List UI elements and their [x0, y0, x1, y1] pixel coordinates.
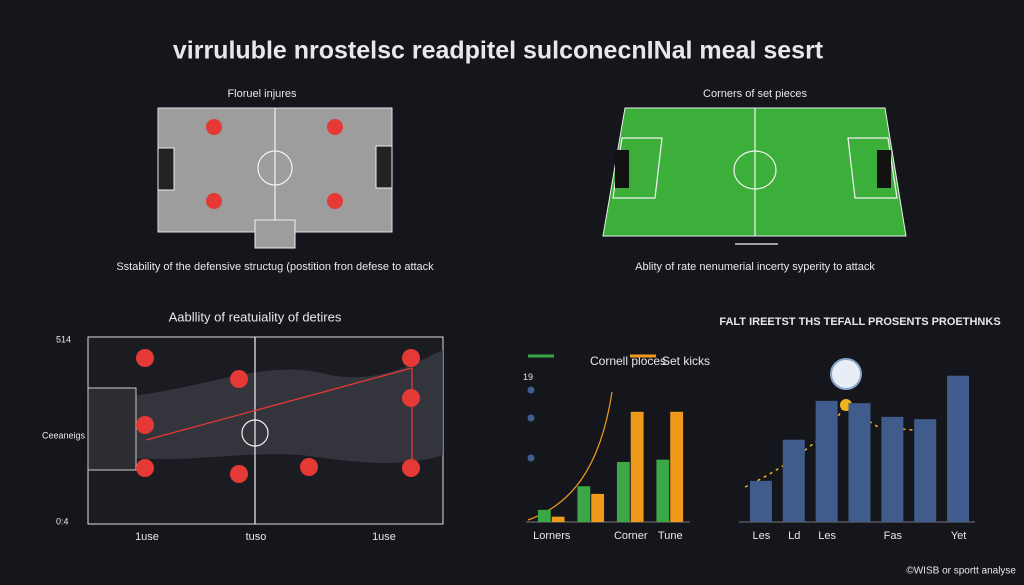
bar — [670, 411, 684, 522]
chart-title: FALT IREETST THS TEFALL PROSENTS PROETHN… — [719, 316, 1000, 328]
bar — [848, 403, 871, 522]
pitch-title: Floruel injures — [227, 88, 297, 100]
y-tick-label: 19 — [523, 372, 533, 382]
bar — [630, 411, 644, 522]
footer: ©WISB or sportt analyse — [906, 566, 1016, 577]
x-tick-label: Corner — [614, 530, 648, 542]
ball-icon — [830, 358, 862, 390]
pitch-title: Corners of set pieces — [703, 88, 807, 100]
bar — [577, 486, 591, 522]
bar — [947, 375, 970, 522]
bar — [656, 459, 670, 522]
x-label: 1use — [372, 531, 396, 543]
axis-dot — [527, 414, 535, 422]
bar — [591, 493, 605, 522]
x-tick-label: Ld — [788, 530, 800, 542]
pitch-right — [602, 107, 907, 245]
x-tick-label: Les — [753, 530, 771, 542]
axis-label: Ceeaneigs — [42, 430, 86, 440]
x-tick-label: Tune — [658, 530, 683, 542]
bar — [782, 439, 805, 522]
x-label: 1use — [135, 531, 159, 543]
bar — [551, 516, 565, 522]
bar — [616, 461, 630, 522]
field — [87, 336, 444, 525]
pitch-caption: Sstability of the defensive structug (po… — [116, 261, 434, 273]
x-tick-label: Fas — [884, 530, 903, 542]
pitch-caption: Ablity of rate nenumerial incerty syperi… — [635, 261, 875, 273]
x-tick-label: Lorners — [533, 530, 571, 542]
bar — [815, 400, 838, 522]
bar — [881, 416, 904, 522]
axis-label: 0:4 — [56, 516, 69, 526]
axis-dot — [527, 386, 535, 394]
x-label: tuso — [246, 531, 267, 543]
bar — [749, 480, 772, 522]
pitch-left — [157, 107, 393, 249]
panel-title: Aabllity of reatuiality of detires — [169, 309, 342, 324]
x-tick-label: Les — [818, 530, 836, 542]
axis-label: 514 — [56, 334, 71, 344]
legend-label: Cornell ploces — [590, 354, 666, 368]
legend-label: Set kicks — [662, 354, 710, 368]
x-tick-label: Yet — [951, 530, 967, 542]
axis-dot — [527, 454, 535, 462]
bar — [914, 419, 937, 522]
page-title: virruluble nrostelsc readpitel sulconecn… — [173, 37, 824, 65]
bar — [537, 509, 551, 522]
